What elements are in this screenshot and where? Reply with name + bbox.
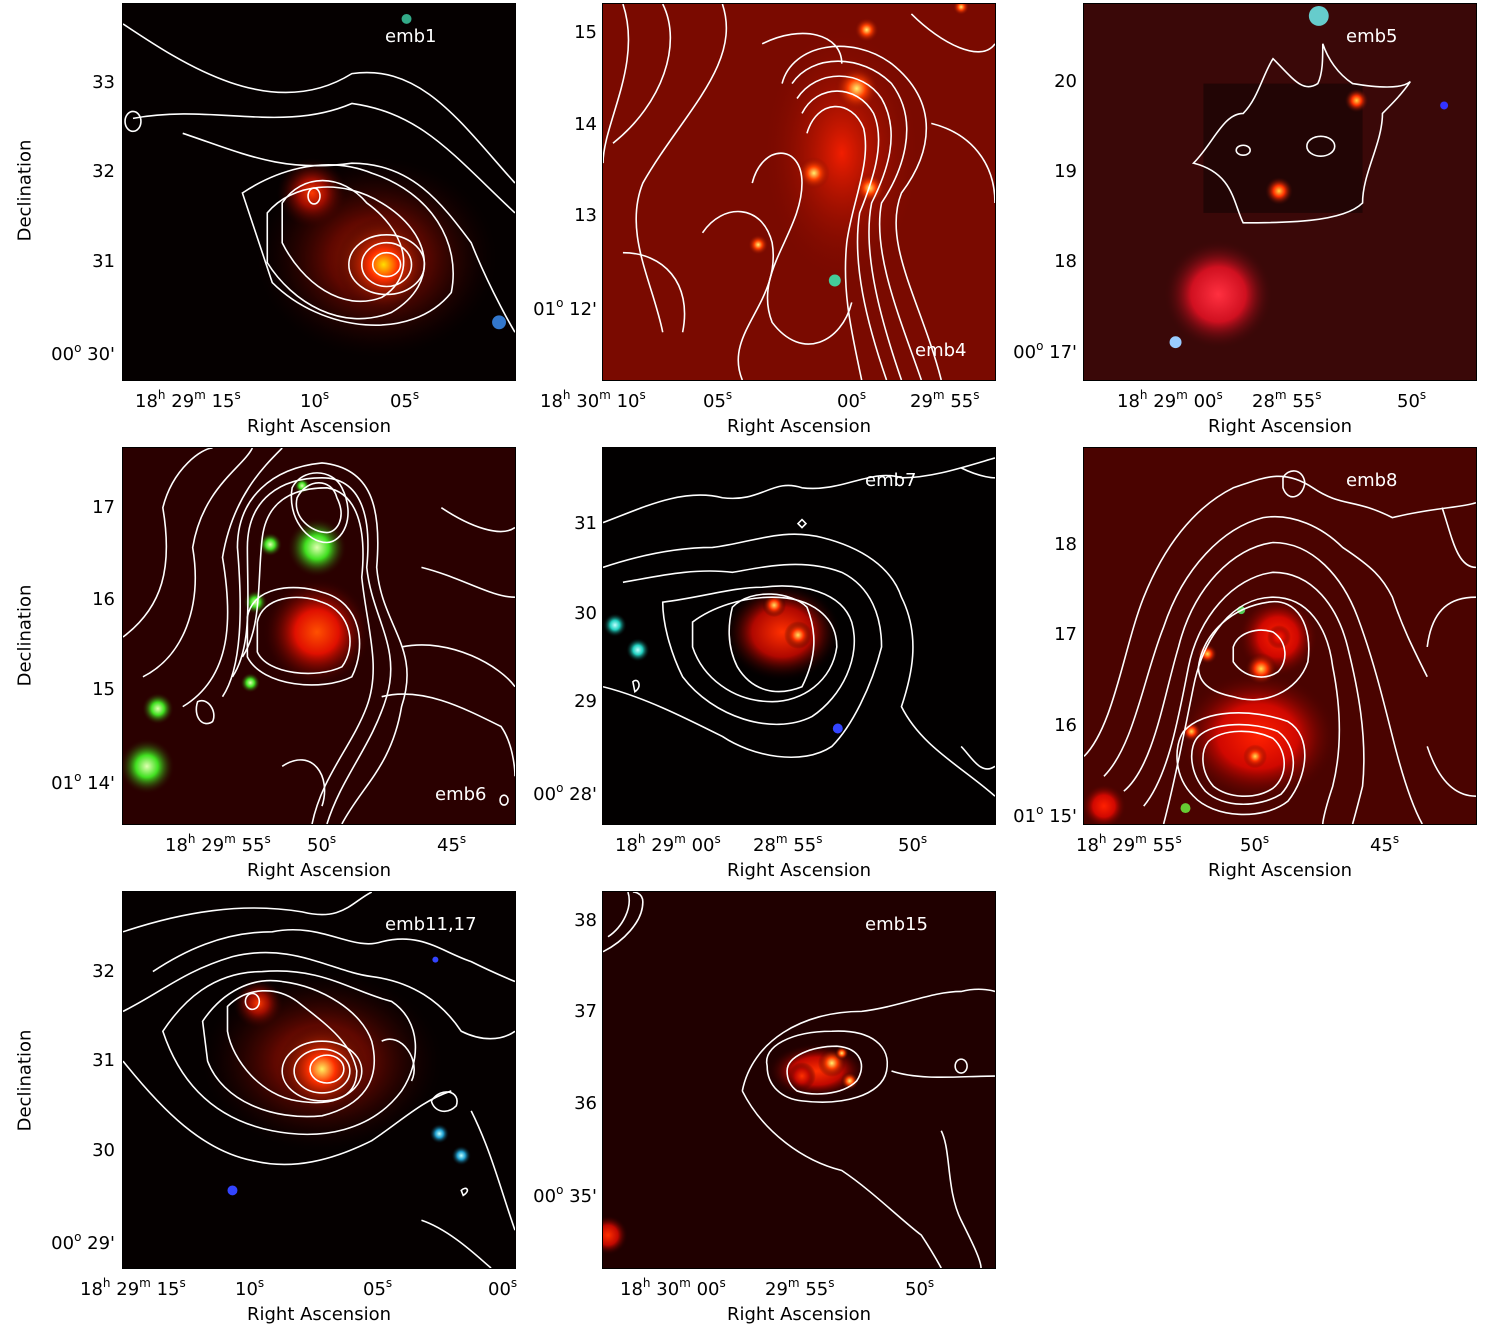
y-axis-label-row3: Declination	[14, 1029, 36, 1132]
xtick: 50s	[1240, 832, 1270, 856]
y-axis-label-row2: Declination	[14, 584, 36, 687]
panel-emb7: emb7	[602, 447, 996, 825]
ytick: 00o 28'	[533, 781, 597, 805]
xtick: 18h 30m 10s	[540, 388, 646, 412]
ytick: 32	[92, 161, 115, 182]
ytick: 32	[92, 961, 115, 982]
x-axis-label: Right Ascension	[727, 1304, 871, 1325]
ytick: 37	[574, 1001, 597, 1022]
xtick: 50s	[898, 832, 928, 856]
panel-label-emb5: emb5	[1346, 26, 1398, 47]
ytick: 31	[92, 251, 115, 272]
ytick: 00o 30'	[51, 341, 115, 365]
xtick: 28m 55s	[1252, 388, 1322, 412]
ytick: 13	[574, 205, 597, 226]
image-emb11-17	[123, 892, 515, 1268]
panel-emb8: emb8	[1083, 447, 1477, 825]
ytick: 30	[574, 603, 597, 624]
image-emb8	[1084, 470, 1476, 824]
xtick: 10s	[300, 388, 330, 412]
panel-label-emb11-17: emb11,17	[385, 914, 477, 935]
ytick: 18	[1054, 534, 1077, 555]
image-emb1	[123, 13, 515, 358]
ytick: 15	[92, 679, 115, 700]
ytick: 29	[574, 691, 597, 712]
ytick: 15	[574, 22, 597, 43]
ytick: 14	[574, 114, 597, 135]
xtick: 18h 29m 15s	[80, 1276, 186, 1300]
ytick: 01o 15'	[1013, 803, 1077, 827]
panel-emb4: emb4	[602, 3, 996, 381]
ytick: 33	[92, 72, 115, 93]
image-emb5	[1163, 5, 1449, 350]
panel-label-emb4: emb4	[915, 340, 967, 361]
x-axis-label: Right Ascension	[727, 860, 871, 881]
panel-emb6: emb6	[122, 447, 516, 825]
xtick: 18h 29m 15s	[135, 388, 241, 412]
ytick: 01o 14'	[51, 770, 115, 794]
xtick: 29m 55s	[765, 1276, 835, 1300]
xtick: 29m 55s	[910, 388, 980, 412]
xtick: 50s	[1397, 388, 1427, 412]
x-axis-label: Right Ascension	[727, 416, 871, 437]
panel-label-emb7: emb7	[865, 470, 917, 491]
panel-emb11-17: emb11,17	[122, 891, 516, 1269]
xtick: 18h 29m 00s	[615, 832, 721, 856]
panel-label-emb8: emb8	[1346, 470, 1398, 491]
x-axis-label: Right Ascension	[1208, 860, 1352, 881]
ytick: 17	[1054, 624, 1077, 645]
xtick: 00s	[837, 388, 867, 412]
xtick: 05s	[390, 388, 420, 412]
xtick: 18h 29m 55s	[165, 832, 271, 856]
x-axis-label: Right Ascension	[247, 416, 391, 437]
xtick: 05s	[363, 1276, 393, 1300]
panel-label-emb1: emb1	[385, 26, 437, 47]
xtick: 45s	[437, 832, 467, 856]
ytick: 30	[92, 1140, 115, 1161]
ytick: 18	[1054, 251, 1077, 272]
xtick: 05s	[703, 388, 733, 412]
image-emb7	[603, 457, 995, 797]
xtick: 10s	[235, 1276, 265, 1300]
panel-emb5: emb5	[1083, 3, 1477, 381]
panel-emb15: emb15	[602, 891, 996, 1269]
x-axis-label: Right Ascension	[247, 1304, 391, 1325]
ytick: 19	[1054, 161, 1077, 182]
ytick: 00o 29'	[51, 1230, 115, 1254]
xtick: 18h 29m 00s	[1117, 388, 1223, 412]
ytick: 38	[574, 910, 597, 931]
ytick: 31	[92, 1050, 115, 1071]
image-emb15	[603, 892, 995, 1268]
ytick: 00o 35'	[533, 1183, 597, 1207]
xtick: 50s	[307, 832, 337, 856]
ytick: 16	[92, 589, 115, 610]
panel-label-emb15: emb15	[865, 914, 928, 935]
ytick: 17	[92, 497, 115, 518]
xtick: 45s	[1370, 832, 1400, 856]
ytick: 36	[574, 1093, 597, 1114]
x-axis-label: Right Ascension	[247, 860, 391, 881]
ytick: 31	[574, 513, 597, 534]
y-axis-label-row1: Declination	[14, 139, 36, 242]
x-axis-label: Right Ascension	[1208, 416, 1352, 437]
panel-label-emb6: emb6	[435, 784, 487, 805]
ytick: 00o 17'	[1013, 339, 1077, 363]
ytick: 16	[1054, 715, 1077, 736]
panel-emb1: emb1	[122, 3, 516, 381]
ytick: 20	[1054, 71, 1077, 92]
xtick: 28m 55s	[753, 832, 823, 856]
image-emb4	[603, 4, 995, 380]
xtick: 18h 30m 00s	[620, 1276, 726, 1300]
image-emb6	[123, 448, 515, 824]
xtick: 50s	[905, 1276, 935, 1300]
xtick: 18h 29m 55s	[1076, 832, 1182, 856]
ytick: 01o 12'	[533, 296, 597, 320]
xtick: 00s	[488, 1276, 518, 1300]
